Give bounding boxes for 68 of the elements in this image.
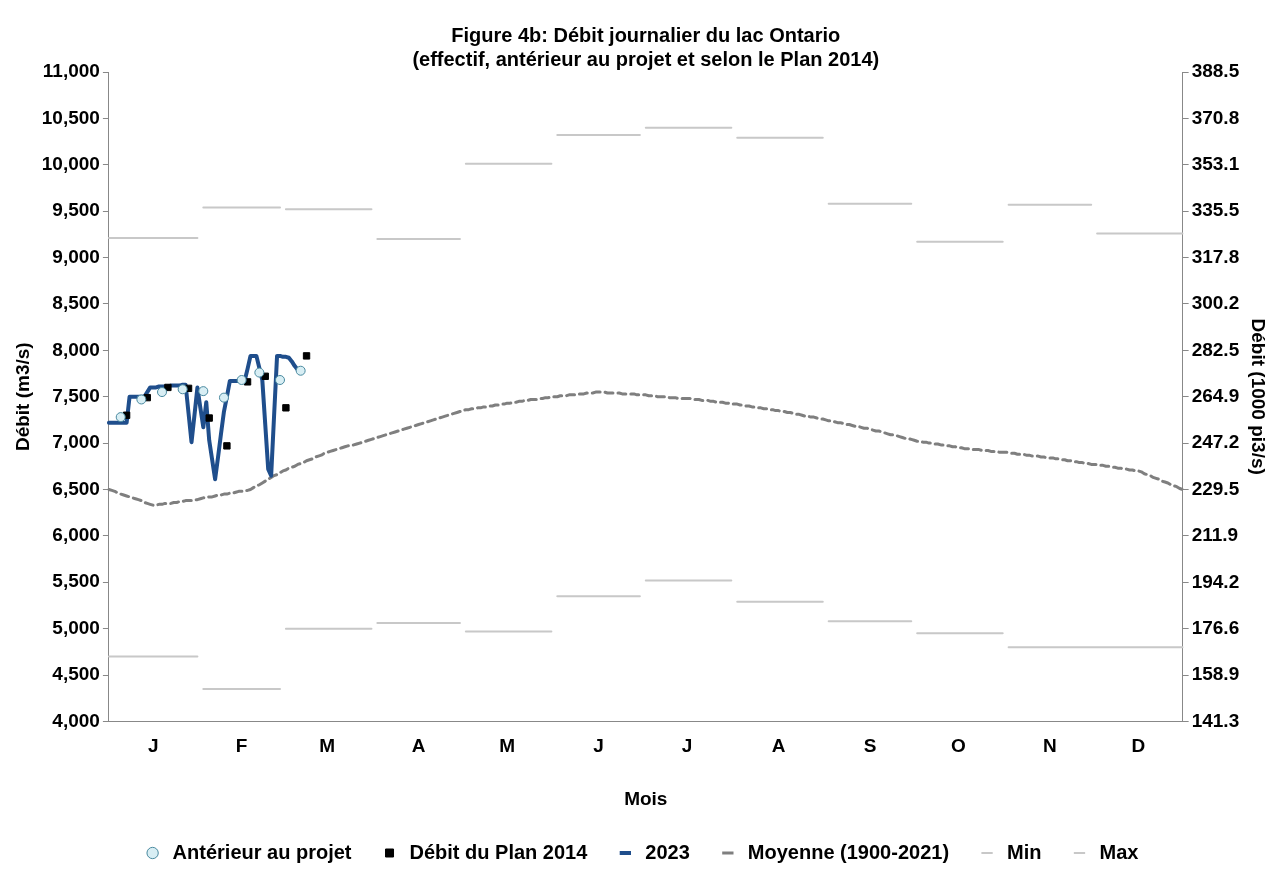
y-tick-label: 6,500 — [52, 477, 100, 499]
y-tick-label: 7,000 — [52, 431, 100, 453]
x-tick-label: M — [499, 735, 516, 757]
point — [177, 384, 188, 395]
x-tick-label: S — [863, 735, 877, 757]
chart-subtitle: (effectif, antérieur au projet et selon le Plan 2014) — [412, 47, 880, 70]
y-tick-label: 9,000 — [52, 245, 100, 267]
x-tick-label: D — [1131, 735, 1146, 757]
y-axis-title: Débit (m3/s) — [11, 342, 33, 452]
point — [157, 387, 168, 398]
point — [205, 414, 213, 422]
legend-label: Débit du Plan 2014 — [409, 840, 589, 863]
x-tick-label: J — [593, 735, 604, 757]
x-tick-label: O — [951, 735, 966, 757]
y-tick-label: 11,000 — [42, 60, 100, 82]
point — [295, 365, 306, 376]
y-tick-label: 9,500 — [52, 199, 100, 221]
y-tick-label: 8,000 — [52, 338, 100, 360]
y-tick-label: 10,000 — [41, 153, 100, 175]
point — [302, 352, 311, 360]
y2-axis-title: Débit (1000 pi3/s) — [1248, 318, 1270, 475]
x-tick-label: A — [411, 735, 426, 757]
y-tick-label: 7,500 — [52, 384, 100, 406]
y2-tick-label: 247.2 — [1191, 431, 1240, 453]
point — [164, 383, 172, 392]
point — [198, 386, 209, 397]
y2-tick-label: 317.8 — [1191, 245, 1240, 267]
x-tick-label: F — [235, 735, 248, 757]
point — [218, 392, 229, 403]
y2-tick-label: 141.3 — [1191, 709, 1240, 731]
chart-title: Figure 4b: Débit journalier du lac Ontario — [451, 23, 841, 46]
y-tick-label: 5,000 — [52, 616, 100, 638]
y-tick-label: 4,500 — [52, 663, 100, 685]
y-tick-label: 10,500 — [41, 106, 100, 128]
x-tick-label: N — [1043, 735, 1057, 757]
legend-label: 2023 — [645, 840, 690, 863]
y2-tick-label: 211.9 — [1191, 524, 1239, 546]
point — [223, 442, 231, 450]
y2-tick-label: 264.9 — [1191, 384, 1240, 406]
y-tick-label: 6,000 — [52, 524, 100, 546]
y-tick-label: 4,000 — [52, 709, 100, 731]
legend-label: Moyenne (1900-2021) — [747, 840, 950, 863]
y-tick-label: 5,500 — [52, 570, 100, 592]
x-tick-label: M — [319, 735, 336, 757]
point — [136, 394, 147, 405]
x-tick-label: J — [147, 735, 159, 757]
y2-tick-label: 229.5 — [1191, 477, 1240, 499]
point — [115, 412, 126, 423]
y2-tick-label: 158.9 — [1191, 663, 1240, 685]
y2-tick-label: 282.5 — [1191, 338, 1240, 360]
x-tick-label: J — [681, 735, 693, 757]
x-axis-title: Mois — [624, 787, 668, 809]
y2-tick-label: 370.8 — [1191, 106, 1240, 128]
y2-tick-label: 300.2 — [1191, 292, 1240, 314]
x-tick-label: A — [771, 735, 786, 757]
y2-tick-label: 176.6 — [1191, 616, 1240, 638]
point — [236, 375, 247, 385]
point — [282, 404, 290, 412]
y2-tick-label: 194.2 — [1191, 570, 1240, 592]
point — [254, 367, 265, 378]
point — [275, 375, 285, 385]
legend-label: Antérieur au projet — [172, 840, 352, 863]
y-tick-label: 8,500 — [52, 292, 100, 314]
legend-label: Min — [1007, 840, 1042, 863]
y2-tick-label: 388.5 — [1191, 60, 1240, 82]
y2-tick-label: 335.5 — [1191, 199, 1240, 221]
legend-label: Max — [1099, 840, 1139, 863]
y2-tick-label: 353.1 — [1191, 153, 1240, 175]
